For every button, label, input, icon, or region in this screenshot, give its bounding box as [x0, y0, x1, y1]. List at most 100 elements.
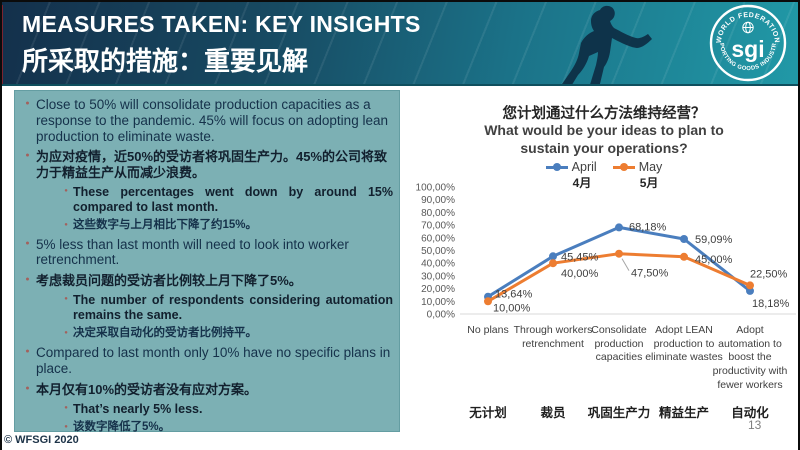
- y-axis-tick: 100,00%: [416, 183, 456, 194]
- data-point: [680, 252, 688, 261]
- survey-chart: 您计划通过什么方法维持经营？ What would be your ideas …: [408, 96, 800, 446]
- data-label: 47,50%: [631, 268, 669, 280]
- x-axis-category: Adopt automation to boost the productivi…: [712, 324, 788, 391]
- data-point: [680, 235, 688, 243]
- insight-bullet: ● Compared to last month only 10% have no…: [19, 345, 393, 377]
- x-axis-category: No plans: [467, 324, 509, 336]
- track-lanes-pattern: [0, 0, 800, 84]
- data-label: 59,09%: [695, 234, 733, 246]
- bullet-icon: ●: [64, 423, 68, 430]
- globe-icon: [742, 21, 754, 34]
- line-chart-plot: 100,00%90,00% 80,00% 70,00%60,00% 50,00% 40,…: [416, 183, 796, 321]
- insight-text: 为应对疫情，近50%的受访者将巩固生产力。45%的公司将致力于精益生产从而减少浪…: [36, 149, 388, 180]
- legend-label-zh: 5月: [639, 176, 659, 190]
- y-axis-tick: 40,00%: [421, 259, 455, 270]
- bullet-icon: ●: [25, 276, 30, 284]
- data-label: 68,18%: [629, 221, 667, 233]
- legend-item-may: May 5月: [612, 160, 663, 191]
- data-label: 13,64%: [495, 289, 533, 301]
- x-axis-category-zh: 巩固生产力: [587, 406, 651, 420]
- bullet-icon: ●: [64, 330, 68, 337]
- legend-item-april: April 4月: [545, 160, 597, 191]
- y-axis-tick: 60,00%: [421, 233, 455, 244]
- y-axis-tick: 20,00%: [421, 284, 455, 295]
- insight-text: Compared to last month only 10% have no …: [36, 345, 391, 376]
- legend-label-zh: 4月: [572, 176, 592, 190]
- x-axis-category-zh: 无计划: [469, 406, 507, 420]
- red-accent-strip: [0, 5, 3, 84]
- insights-panel: ● Close to 50% will consolidate productio…: [14, 90, 400, 435]
- runner-silhouette: [562, 5, 652, 84]
- insight-text: 考虑裁员问题的受访者比例较上月下降了5%。: [36, 273, 302, 289]
- insight-bullet: ● 这些数字与上月相比下降了约15%。: [59, 219, 393, 233]
- data-label: 10,00%: [493, 302, 531, 314]
- y-axis-tick: 70,00%: [421, 221, 455, 232]
- data-label: 40,00%: [561, 268, 599, 280]
- logo-outer-ring: [709, 4, 787, 82]
- wfsgi-logo: WORLD FEDERATION SPORTING GOODS INDUSTRY…: [708, 3, 787, 82]
- insight-text: Close to 50% will consolidate production…: [36, 97, 388, 144]
- y-axis-tick: 90,00%: [421, 195, 455, 206]
- x-axis-category-zh: 精益生产: [658, 406, 709, 420]
- insight-bullet: ● 考虑裁员问题的受访者比例较上月下降了5%。: [19, 273, 393, 288]
- data-point: [746, 286, 754, 295]
- insight-bullet: ● 5% less than last month will need to lo…: [19, 237, 393, 269]
- data-point: [746, 281, 754, 290]
- y-axis-tick: 30,00%: [421, 271, 455, 282]
- data-point: [549, 252, 557, 261]
- y-axis-tick: 50,00%: [421, 246, 455, 257]
- legend-marker-icon: [612, 163, 635, 171]
- logo-center-text: sgi: [731, 36, 764, 62]
- bullet-icon: ●: [64, 187, 68, 194]
- data-label: 22,50%: [750, 268, 788, 280]
- chart-title-en: What would be your ideas to plan to sust…: [484, 122, 724, 156]
- legend-label: April: [571, 160, 597, 174]
- insight-bullet: ● That’s nearly 5% less.: [59, 402, 393, 417]
- x-axis-category: Through workers retrenchment: [513, 324, 593, 350]
- data-point: [615, 223, 623, 232]
- insight-bullet: ● 本月仅有10%的受访者没有应对方案。: [19, 382, 393, 397]
- chart-title-zh: 您计划通过什么方法维持经营？: [502, 106, 706, 122]
- data-label: 45,00%: [695, 254, 733, 266]
- copyright: © WFSGI 2020: [4, 434, 79, 446]
- y-axis-tick: 0,00%: [427, 310, 455, 321]
- slide-title-en: MEASURES TAKEN: KEY INSIGHTS: [22, 11, 421, 37]
- chart-legend: April 4月 May 5月: [408, 160, 800, 191]
- bullet-icon: ●: [64, 296, 68, 303]
- legend-marker-icon: [545, 163, 568, 171]
- insight-bullet: ● 为应对疫情，近50%的受访者将巩固生产力。45%的公司将致力于精益生产从而减少…: [19, 149, 393, 179]
- data-label: 45,45%: [561, 251, 599, 263]
- y-axis-tick: 80,00%: [421, 208, 455, 219]
- insight-text: These percentages went down by around 15…: [73, 184, 393, 214]
- data-label: 18,18%: [752, 298, 790, 310]
- bullet-icon: ●: [25, 239, 30, 247]
- insight-bullet: ● The number of respondents considering a…: [59, 293, 393, 323]
- bullet-icon: ●: [25, 348, 30, 356]
- legend-label: May: [638, 160, 663, 174]
- x-axis-category: Adopt LEAN production to eliminate waste…: [645, 324, 723, 364]
- insight-text: 决定采取自动化的受访者比例持平。: [73, 327, 257, 340]
- data-point: [549, 259, 557, 268]
- x-axis-category-zh: 裁员: [540, 406, 566, 420]
- bullet-icon: ●: [25, 384, 30, 392]
- slide-header: MEASURES TAKEN: KEY INSIGHTS 所采取的措施：重要见解…: [0, 0, 800, 86]
- insight-text: 这些数字与上月相比下降了约15%。: [73, 218, 258, 231]
- insight-text: 5% less than last month will need to loo…: [36, 236, 349, 268]
- insight-bullet: ● 该数字降低了5%。: [59, 421, 393, 435]
- insight-text: 该数字降低了5%。: [73, 420, 171, 433]
- page-number: 13: [748, 418, 762, 432]
- insight-text: 本月仅有10%的受访者没有应对方案。: [36, 381, 258, 397]
- insight-bullet: ● 决定采取自动化的受访者比例持平。: [59, 327, 393, 341]
- x-axis-category: Consolidate production capacities: [591, 324, 647, 364]
- bullet-icon: ●: [64, 404, 68, 411]
- y-axis-tick: 10,00%: [421, 297, 455, 308]
- insight-bullet: ● Close to 50% will consolidate productio…: [19, 97, 393, 144]
- bullet-icon: ●: [25, 152, 30, 160]
- slide-title-zh: 所采取的措施：重要见解: [22, 46, 309, 76]
- x-axis-category-zh: 自动化: [731, 406, 769, 420]
- data-point: [615, 249, 623, 258]
- insight-text: That’s nearly 5% less.: [73, 401, 203, 416]
- insight-text: The number of respondents considering au…: [73, 293, 393, 323]
- data-point: [484, 297, 492, 306]
